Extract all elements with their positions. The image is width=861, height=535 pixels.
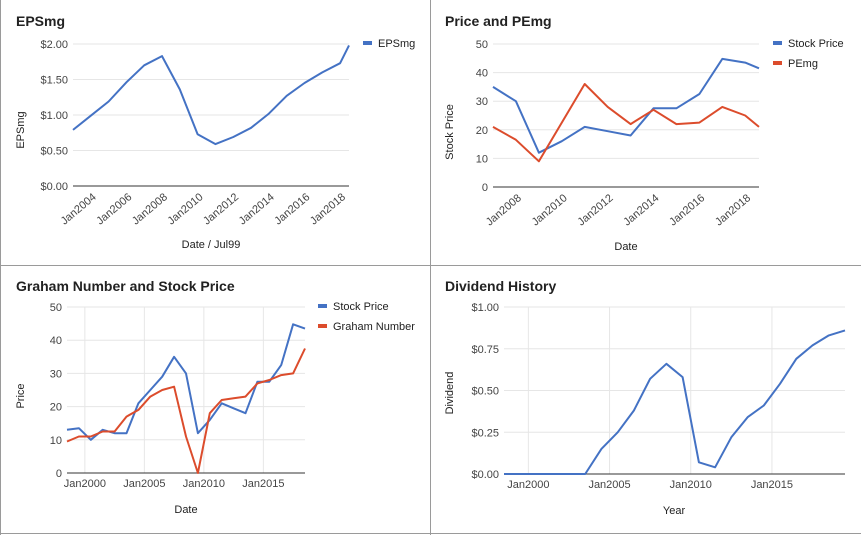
left-border <box>0 0 1 535</box>
y-tick-label: 10 <box>50 435 62 447</box>
legend-label: Stock Price <box>788 38 844 50</box>
dividend-chart: Dividend History $0.00 $0.25 $0.50 $0.75 $1.0… <box>444 278 846 517</box>
x-tick-label: Jan2018 <box>713 192 753 228</box>
x-axis-title: Date / Jul99 <box>182 239 241 251</box>
series-line-graham-number <box>66 348 306 474</box>
gridlines <box>67 306 305 473</box>
y-tick-label: $1.00 <box>471 302 499 314</box>
legend-label: Graham Number <box>333 321 415 333</box>
bottom-border <box>0 533 861 534</box>
x-tick-label: Jan2010 <box>183 478 225 490</box>
y-tick-label: 40 <box>476 68 488 80</box>
x-axis-title: Year <box>663 505 686 517</box>
x-tick-label: Jan2004 <box>59 191 99 227</box>
y-tick-label: $0.50 <box>471 386 499 398</box>
x-tick-label: Jan2008 <box>130 191 170 227</box>
y-tick-label: 50 <box>476 39 488 51</box>
gridlines <box>73 43 349 151</box>
legend-label: PEmg <box>788 58 818 70</box>
y-axis-title: Stock Price <box>444 104 456 160</box>
legend-label: Stock Price <box>333 301 389 313</box>
y-axis-title: EPSmg <box>15 111 27 148</box>
y-tick-label: $0.00 <box>40 181 68 193</box>
y-tick-label: 0 <box>56 468 62 480</box>
x-tick-label: Jan2016 <box>667 192 707 228</box>
y-tick-label: $0.25 <box>471 427 499 439</box>
series-line-dividend <box>504 329 846 475</box>
x-tick-label: Jan2014 <box>237 191 277 227</box>
price-pe-chart-panel: Price and PEmg 0 10 20 30 40 50 Jan2008 Jan2010 J… <box>431 0 861 265</box>
y-tick-label: 30 <box>50 368 62 380</box>
y-tick-label: 0 <box>482 182 488 194</box>
y-tick-label: 40 <box>50 335 62 347</box>
y-tick-label: 10 <box>476 153 488 165</box>
eps-chart-panel: EPSmg $0.00 $0.50 $1.00 $1.50 $2.00 Jan2004 Jan… <box>0 0 430 265</box>
x-axis-title: Date <box>614 241 637 253</box>
legend-label: EPSmg <box>378 38 415 50</box>
x-tick-label: Jan2006 <box>94 191 134 227</box>
y-tick-label: $0.75 <box>471 344 499 356</box>
chart-title: Graham Number and Stock Price <box>16 278 235 294</box>
graham-chart: Graham Number and Stock Price 0 10 20 30 40 50… <box>15 278 415 516</box>
x-tick-label: Jan2000 <box>507 479 549 491</box>
x-tick-label: Jan2010 <box>166 191 206 227</box>
vertical-divider <box>430 0 431 535</box>
dividend-chart-panel: Dividend History $0.00 $0.25 $0.50 $0.75 $1.0… <box>431 266 861 535</box>
horizontal-divider <box>0 265 861 266</box>
y-tick-label: $1.00 <box>40 110 68 122</box>
y-tick-label: $1.50 <box>40 75 68 87</box>
gridlines <box>493 43 759 159</box>
x-tick-label: Jan2000 <box>64 478 106 490</box>
y-tick-label: 50 <box>50 302 62 314</box>
x-tick-label: Jan2005 <box>123 478 165 490</box>
y-axis-title: Price <box>15 383 27 408</box>
y-axis-title: Dividend <box>444 372 456 415</box>
y-tick-label: 20 <box>476 125 488 137</box>
legend-swatch <box>363 41 372 45</box>
x-tick-label: Jan2016 <box>272 191 312 227</box>
gridlines <box>504 306 845 474</box>
chart-title: EPSmg <box>16 13 65 29</box>
x-tick-label: Jan2005 <box>588 479 630 491</box>
x-axis-title: Date <box>174 504 197 516</box>
y-tick-label: 20 <box>50 402 62 414</box>
y-tick-label: 30 <box>476 96 488 108</box>
x-tick-label: Jan2015 <box>751 479 793 491</box>
x-tick-label: Jan2012 <box>576 192 616 228</box>
x-tick-label: Jan2008 <box>484 192 524 228</box>
chart-title: Dividend History <box>445 278 556 294</box>
legend-swatch <box>773 61 782 65</box>
legend-swatch <box>773 41 782 45</box>
y-tick-label: $2.00 <box>40 39 68 51</box>
y-tick-label: $0.50 <box>40 146 68 158</box>
series-line-stock-price <box>66 323 306 441</box>
x-tick-label: Jan2012 <box>201 191 241 227</box>
x-tick-label: Jan2010 <box>670 479 712 491</box>
series-line-epsmg <box>72 44 350 146</box>
chart-title: Price and PEmg <box>445 13 552 29</box>
legend-swatch <box>318 304 327 308</box>
y-tick-label: $0.00 <box>471 469 499 481</box>
graham-chart-panel: Graham Number and Stock Price 0 10 20 30 40 50… <box>0 266 430 535</box>
eps-chart: EPSmg$0.00$0.50$1.00$1.50$2.00Jan2004Jan… <box>15 13 415 251</box>
x-tick-label: Jan2014 <box>621 192 661 228</box>
x-tick-label: Jan2010 <box>530 192 570 228</box>
series-line-pemg <box>492 83 760 163</box>
x-tick-label: Jan2018 <box>308 191 348 227</box>
legend-swatch <box>318 324 327 328</box>
series-line-stock-price <box>492 57 760 154</box>
x-tick-label: Jan2015 <box>242 478 284 490</box>
